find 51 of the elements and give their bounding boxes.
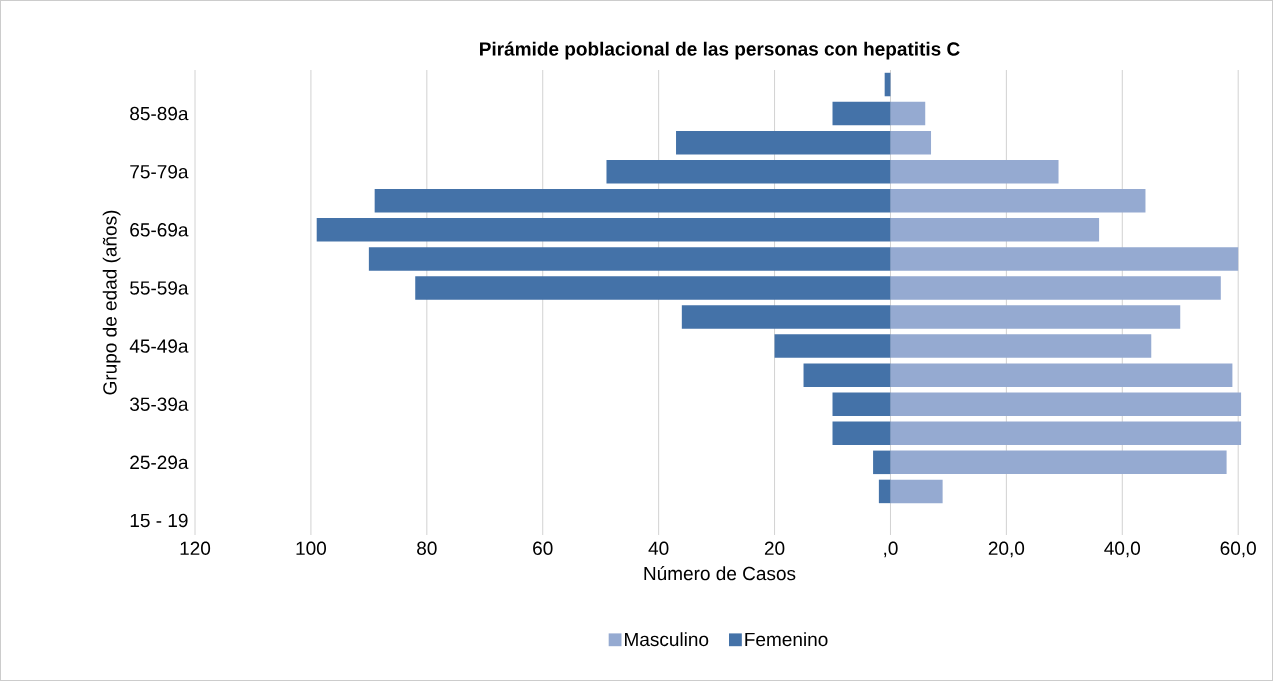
bar (890, 101, 926, 126)
x-axis-title: Número de Casos (644, 566, 796, 581)
bar (890, 479, 943, 504)
x-tick-label: 20 (764, 541, 785, 555)
bar (803, 363, 891, 387)
bar (890, 334, 1152, 358)
bar (890, 276, 1221, 300)
x-tick-label: 60 (533, 541, 553, 555)
legend-label: Masculino (625, 632, 709, 647)
legend-label: Femenino (745, 632, 828, 647)
y-tick-label: 85-89a (130, 106, 189, 121)
y-tick-label: 75-79a (130, 164, 189, 179)
x-tick-label: ,0 (884, 541, 898, 558)
bar (606, 159, 891, 184)
y-tick-label: 55-59a (130, 281, 189, 295)
y-tick-label: 35-39a (130, 397, 189, 411)
bar (890, 130, 932, 155)
bar (681, 305, 891, 329)
bar (368, 247, 891, 271)
bar (374, 189, 891, 213)
x-tick-label: 40,0 (1104, 541, 1141, 558)
bar (832, 101, 891, 126)
bar (676, 130, 891, 155)
bar (890, 305, 1181, 329)
y-tick-label: 45-49a (129, 339, 189, 353)
x-tick-label: 120 (180, 541, 211, 555)
bar (890, 247, 1239, 271)
bar (890, 218, 1100, 242)
bar (890, 392, 1242, 416)
x-tick-label: 40 (648, 541, 669, 555)
bar (890, 189, 1146, 213)
bar (774, 334, 891, 358)
bar (890, 450, 1227, 475)
y-tick-label: 65-69a (130, 223, 189, 237)
y-axis-title: Grupo de edad (años) (102, 210, 121, 395)
x-tick-label: 80 (417, 541, 437, 555)
x-tick-label: 60,0 (1220, 541, 1256, 558)
x-tick-label: 100 (296, 541, 327, 555)
bar (878, 479, 891, 504)
bar (316, 218, 891, 242)
bar (873, 450, 891, 475)
y-tick-label: 15 - 19 (130, 513, 188, 528)
bar (890, 363, 1233, 387)
x-tick-label: 20,0 (988, 541, 1025, 558)
bar (890, 421, 1242, 446)
bar (415, 276, 891, 300)
chart-title: Pirámide poblacional de las personas con hepatitis C (480, 41, 960, 60)
bar (832, 421, 891, 446)
bar (890, 159, 1059, 184)
bar (832, 392, 891, 416)
y-tick-label: 25-29a (130, 455, 189, 470)
